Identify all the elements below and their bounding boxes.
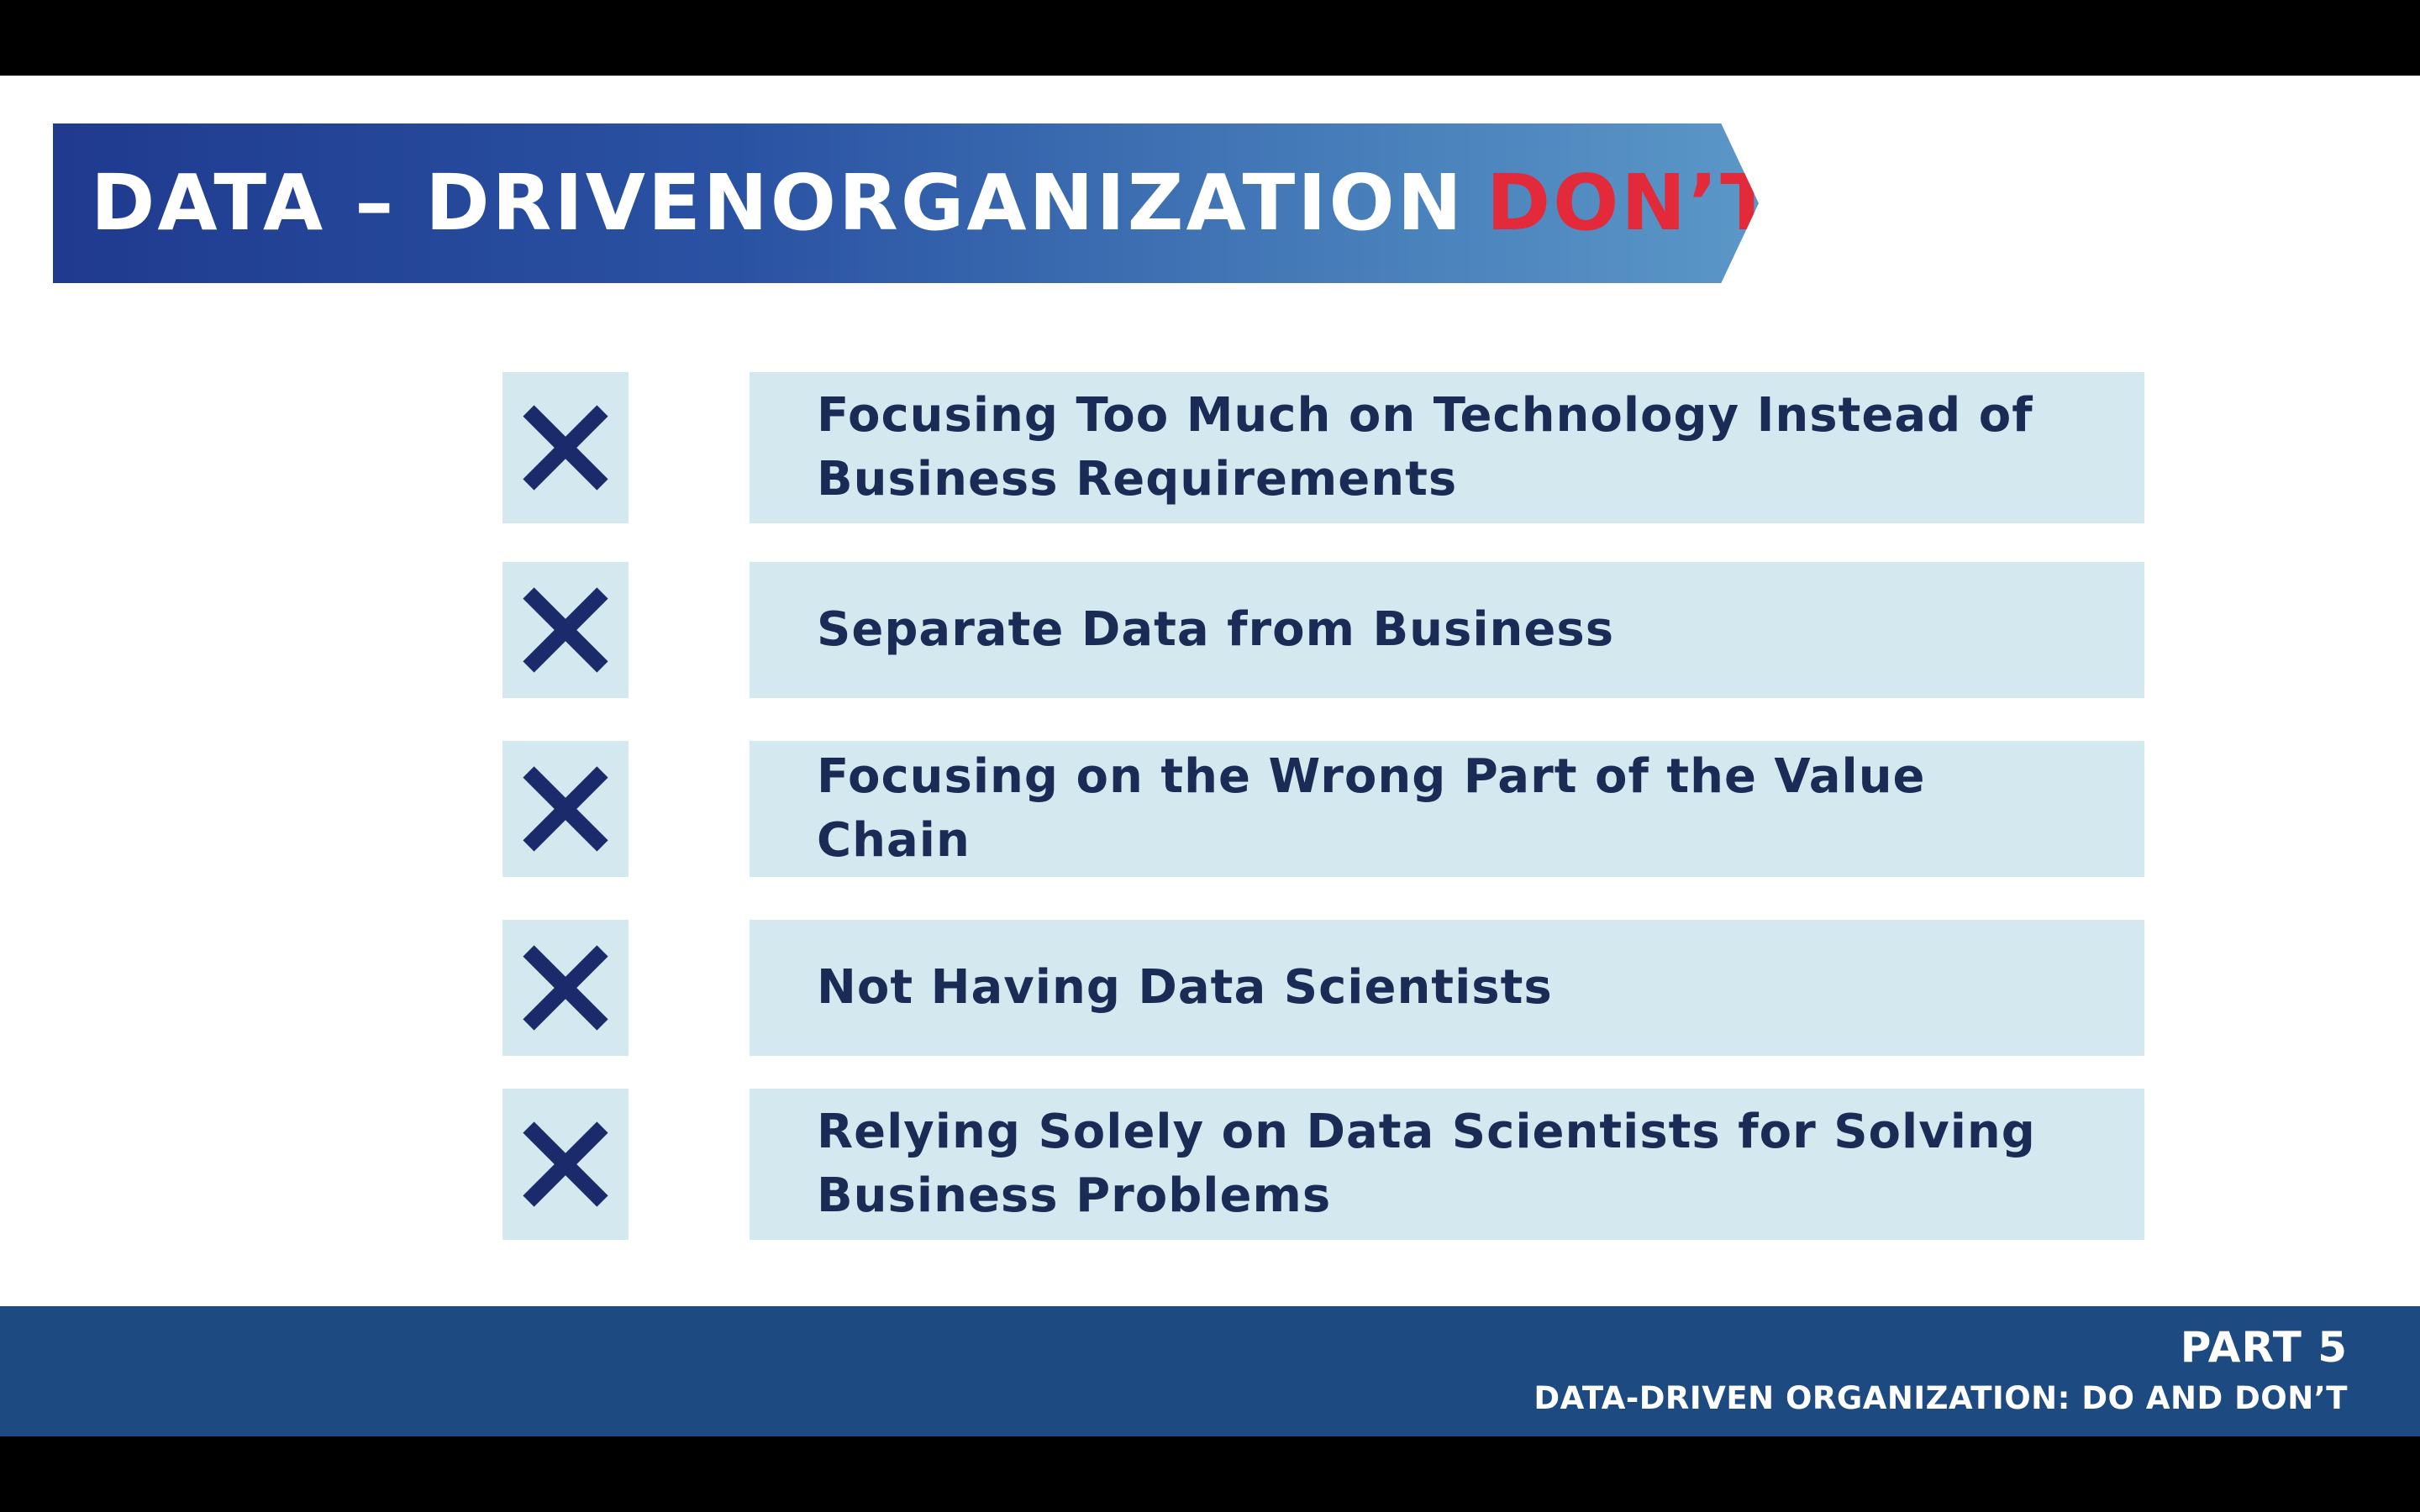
list-item-text-box: Focusing Too Much on Technology Instead … [750,372,2144,523]
x-mark-icon [502,741,629,877]
list-item-text: Separate Data from Business [817,602,1615,657]
x-mark-icon [502,562,629,698]
list-item-text-box: Separate Data from Business [750,562,2144,698]
slide-title-main: DATA – DRIVENORGANIZATION [91,158,1465,248]
slide-title-highlight: DON’T [1486,158,1776,248]
list-item-text: Focusing Too Much on Technology Instead … [817,388,2033,507]
list-item-text: Relying Solely on Data Scientists for So… [817,1105,2036,1223]
x-mark-icon [502,1089,629,1240]
footer-bar: PART 5 DATA-DRIVEN ORGANIZATION: DO AND … [0,1306,2420,1436]
list-item-text-box: Relying Solely on Data Scientists for So… [750,1089,2144,1240]
list-item-text-box: Focusing on the Wrong Part of the Value … [750,741,2144,877]
x-mark-icon [502,920,629,1056]
list-item-text-box: Not Having Data Scientists [750,920,2144,1056]
title-banner: DATA – DRIVENORGANIZATION DON’T [53,123,1759,283]
slide-title: DATA – DRIVENORGANIZATION DON’T [91,123,1776,283]
list-item-text: Not Having Data Scientists [817,960,1553,1015]
slide: DATA – DRIVENORGANIZATION DON’T Focusing … [0,76,2420,1436]
footer-subtitle: DATA-DRIVEN ORGANIZATION: DO AND DON’T [1534,1380,2348,1416]
footer-part-label: PART 5 [2180,1323,2348,1372]
list-item-text: Focusing on the Wrong Part of the Value … [817,749,1926,868]
x-mark-icon [502,372,629,523]
